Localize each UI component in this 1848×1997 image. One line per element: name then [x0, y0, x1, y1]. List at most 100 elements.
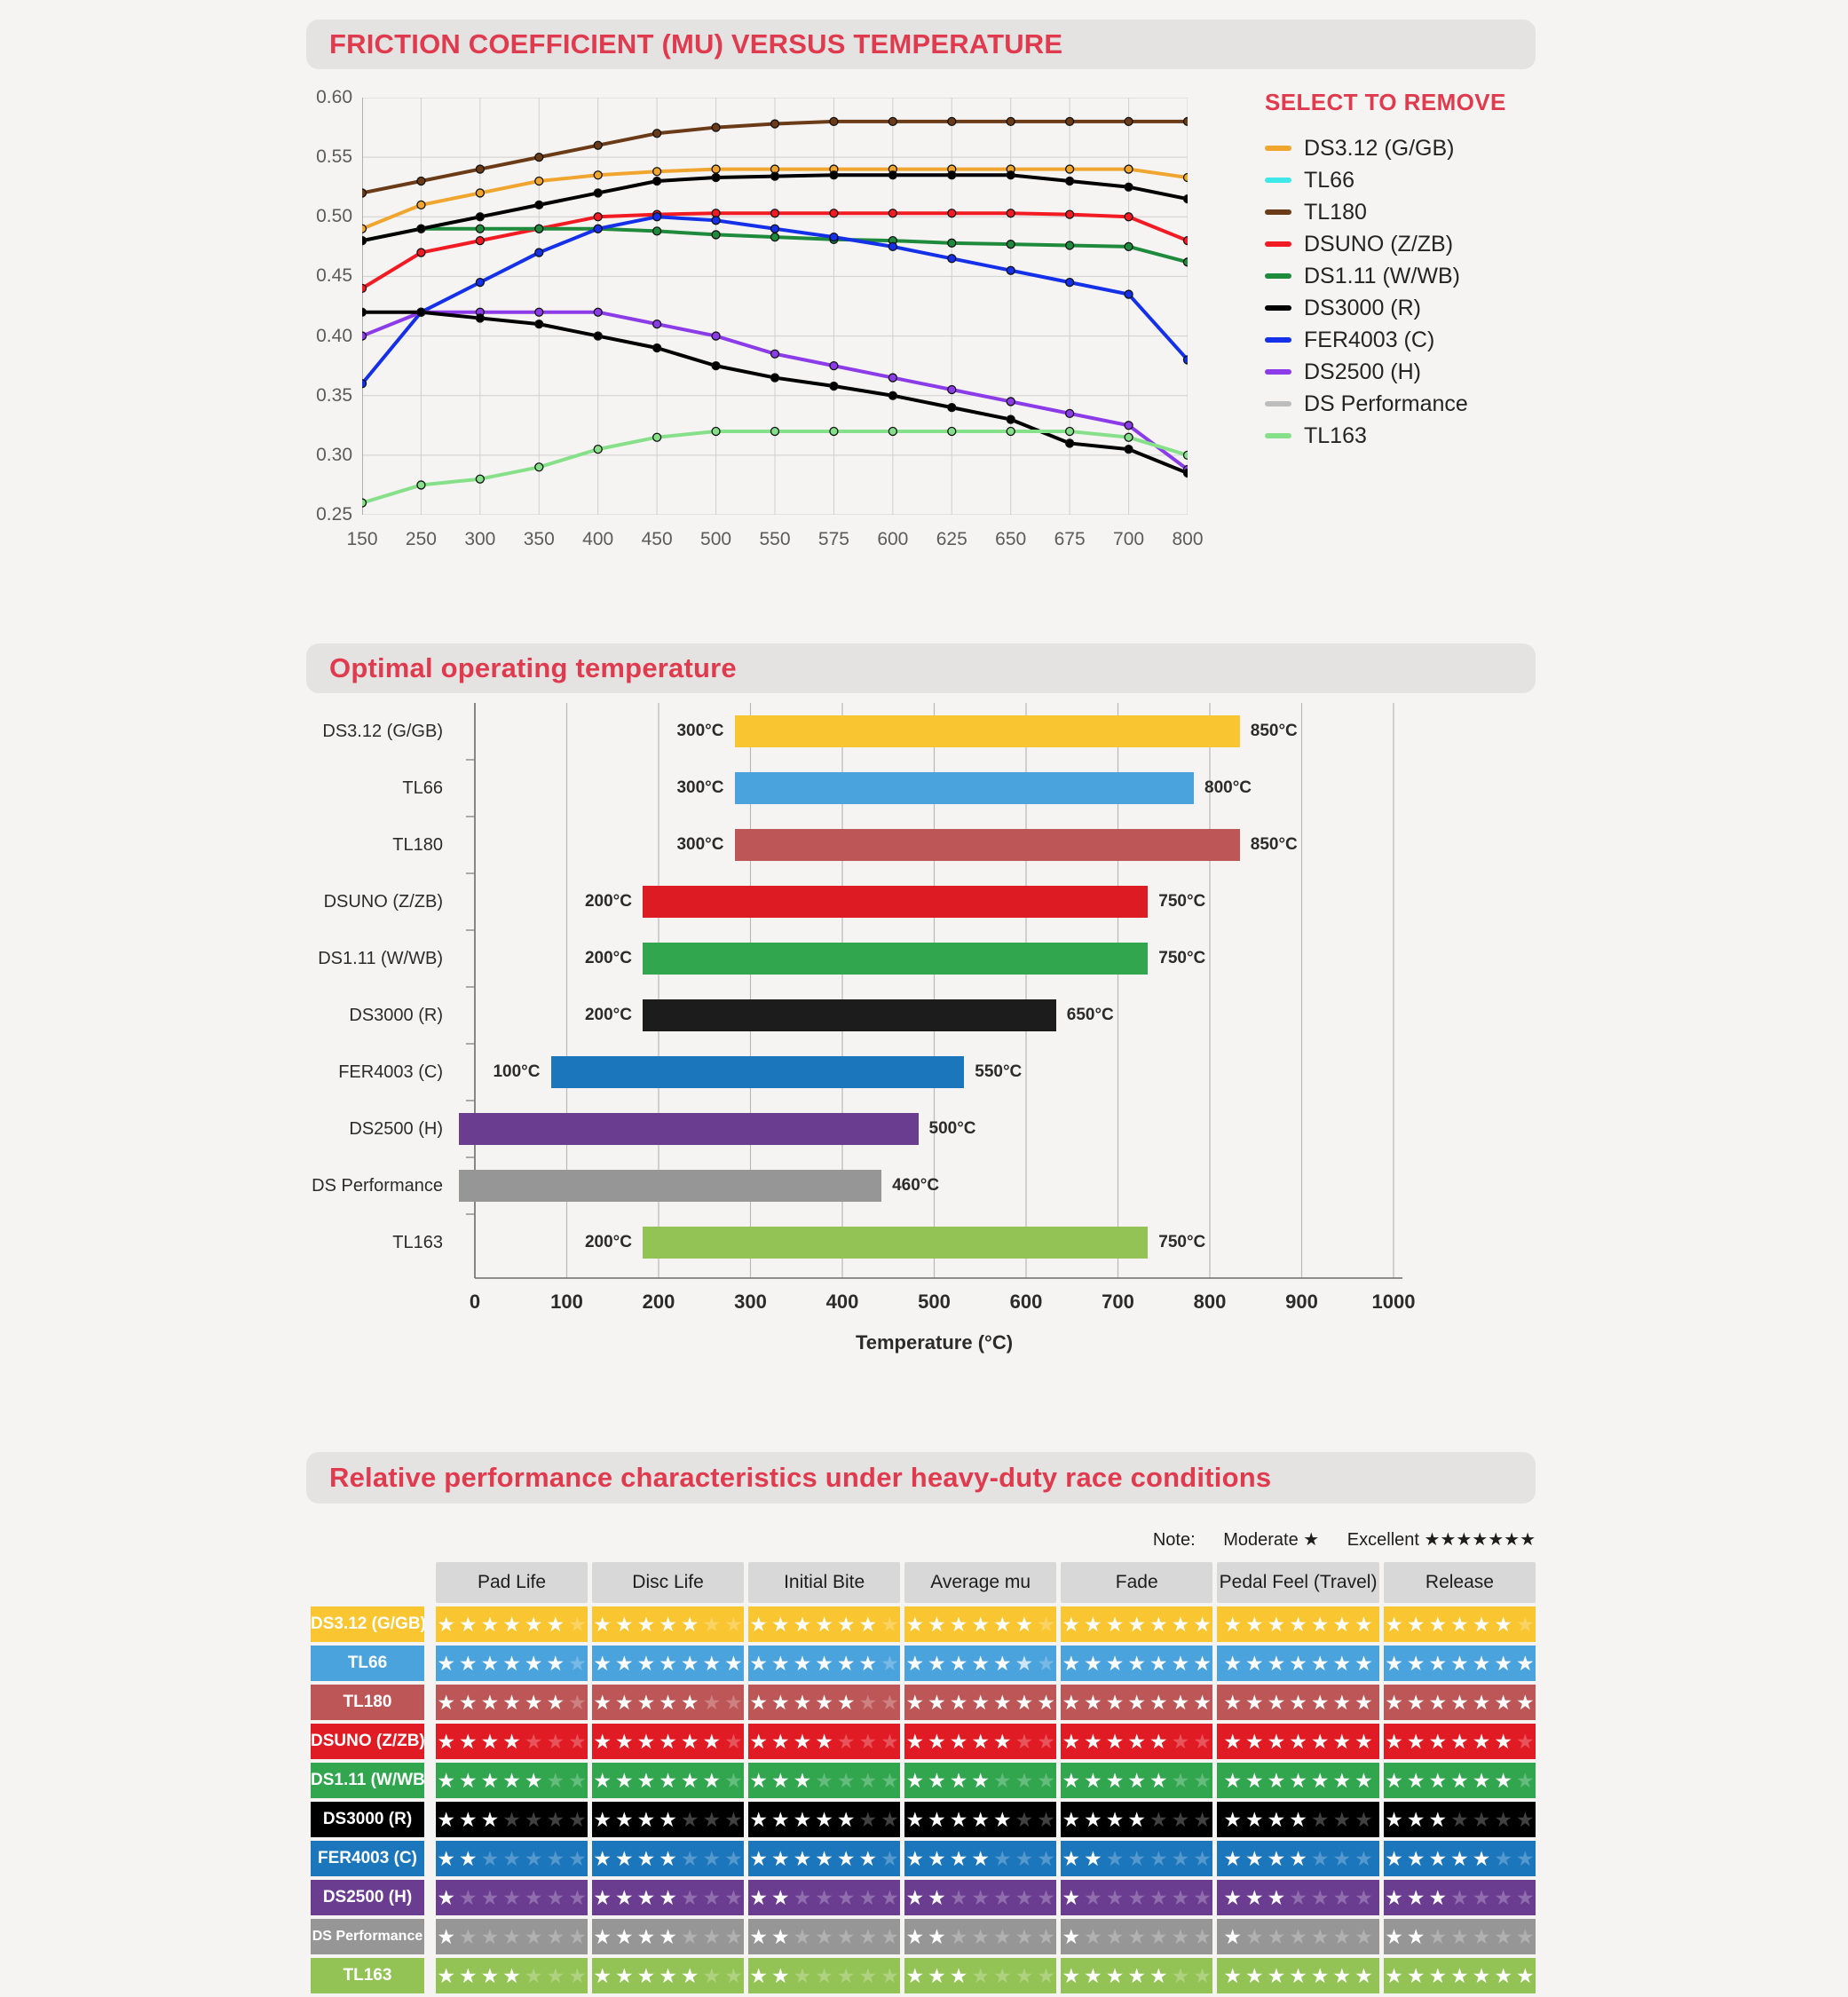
star-rating-cell: ★ ★ ★ ★ ★ ★ ★: [1061, 1724, 1213, 1759]
star-icon: ★: [437, 1729, 455, 1753]
temperature-range-bar[interactable]: [643, 999, 1056, 1031]
star-icon: ★: [1289, 1651, 1307, 1675]
star-icon: ★: [1223, 1963, 1242, 1987]
star-icon: ★: [1127, 1612, 1147, 1636]
star-icon: ★: [1245, 1768, 1264, 1792]
star-icon: ★: [1223, 1924, 1242, 1948]
bar-row: TL180 300°C 850°C: [306, 817, 1536, 873]
bar-start-value: 300°C: [676, 778, 724, 797]
temperature-range-bar[interactable]: [643, 886, 1149, 918]
star-icon: ★: [771, 1924, 790, 1948]
bar-chart-x-ticks: 0 100 200 300 400 500 600 700 800 900 1000: [306, 1291, 1536, 1317]
star-icon: ★: [1105, 1768, 1125, 1792]
star-rating-cell: ★ ★ ★ ★ ★ ★ ★: [748, 1646, 901, 1681]
temperature-range-bar[interactable]: [643, 943, 1149, 975]
star-rating-cell: ★ ★ ★ ★ ★ ★ ★: [904, 1841, 1057, 1876]
note-excellent: Excellent ★★★★★★★: [1347, 1530, 1536, 1550]
star-icon: ★: [502, 1807, 521, 1831]
star-icon: ★: [1450, 1729, 1469, 1753]
star-icon: ★: [836, 1885, 856, 1909]
star-icon: ★: [1105, 1690, 1125, 1714]
legend-item-tl180[interactable]: TL180: [1265, 196, 1558, 228]
star-icon: ★: [659, 1924, 677, 1948]
star-icon: ★: [1332, 1768, 1352, 1792]
star-rating-cell: ★ ★ ★ ★ ★ ★ ★: [436, 1724, 588, 1759]
temperature-range-bar[interactable]: [643, 1227, 1149, 1259]
legend-item-list[interactable]: DS3.12 (G/GB) TL66 TL180 DSUNO (Z/ZB) DS1.11…: [1265, 132, 1558, 452]
star-icon: ★: [815, 1612, 833, 1636]
legend-item-ds2500-h[interactable]: DS2500 (H): [1265, 356, 1558, 388]
temperature-range-bar[interactable]: [459, 1113, 919, 1145]
star-rating-cell: ★ ★ ★ ★ ★ ★ ★: [904, 1763, 1057, 1798]
temperature-range-bar[interactable]: [550, 1056, 965, 1088]
star-icon: ★: [836, 1651, 856, 1675]
table-row: FER4003 (C) ★ ★ ★ ★ ★ ★ ★ ★ ★ ★ ★ ★ ★ ★ ★ ★ ★ ★ ★ ★ ★ ★ ★ ★ ★ ★ ★ ★ ★…: [311, 1841, 1536, 1876]
star-icon: ★: [680, 1807, 699, 1831]
legend-item-tl163[interactable]: TL163: [1265, 420, 1558, 452]
y-tick-label: 0.25: [316, 504, 352, 525]
legend-item-fer4003-c[interactable]: FER4003 (C): [1265, 324, 1558, 356]
star-icon: ★: [1105, 1885, 1125, 1909]
star-icon: ★: [458, 1885, 478, 1909]
star-icon: ★: [771, 1807, 790, 1831]
legend-color-swatch-icon: [1265, 369, 1291, 375]
temperature-range-bar[interactable]: [734, 715, 1240, 747]
star-icon: ★: [1310, 1690, 1330, 1714]
star-icon: ★: [1267, 1924, 1286, 1948]
star-rating-cell: ★ ★ ★ ★ ★ ★ ★: [904, 1802, 1057, 1837]
star-icon: ★: [1406, 1690, 1425, 1714]
legend-item-label: DS3.12 (G/GB): [1304, 135, 1455, 161]
legend-item-ds3000-r[interactable]: DS3000 (R): [1265, 292, 1558, 324]
star-icon: ★: [1310, 1846, 1330, 1870]
star-icon: ★: [593, 1885, 612, 1909]
legend-item-ds-performance[interactable]: DS Performance: [1265, 388, 1558, 420]
table-row-label: DS1.11 (W/WB): [311, 1763, 424, 1798]
star-icon: ★: [724, 1924, 743, 1948]
legend-item-tl66[interactable]: TL66: [1265, 164, 1558, 196]
star-icon: ★: [568, 1846, 587, 1870]
star-icon: ★: [815, 1690, 833, 1714]
star-icon: ★: [1105, 1807, 1125, 1831]
star-icon: ★: [1084, 1963, 1102, 1987]
star-icon: ★: [1062, 1924, 1081, 1948]
star-icon: ★: [680, 1612, 699, 1636]
star-icon: ★: [502, 1690, 521, 1714]
legend-item-ds1-11-w-wb[interactable]: DS1.11 (W/WB): [1265, 260, 1558, 292]
star-rating-cell: ★ ★ ★ ★ ★ ★ ★: [436, 1763, 588, 1798]
star-rating-cell: ★ ★ ★ ★ ★ ★ ★: [1061, 1763, 1213, 1798]
star-icon: ★: [480, 1924, 500, 1948]
star-icon: ★: [724, 1885, 743, 1909]
table-row-label: TL180: [311, 1685, 424, 1720]
temperature-range-bar[interactable]: [734, 829, 1240, 861]
x-tick-label: 250: [405, 529, 437, 549]
legend-item-dsuno-z-zb[interactable]: DSUNO (Z/ZB): [1265, 228, 1558, 260]
star-icon: ★: [793, 1807, 812, 1831]
table-column-header: Average mu: [904, 1562, 1057, 1603]
star-icon: ★: [1223, 1729, 1242, 1753]
star-icon: ★: [971, 1846, 990, 1870]
temperature-range-bar[interactable]: [459, 1170, 882, 1202]
table-row: DS Performance ★ ★ ★ ★ ★ ★ ★ ★ ★ ★ ★ ★ ★ ★ ★ ★ ★ ★ ★ ★ ★ ★ ★ ★ ★ ★…: [311, 1919, 1536, 1954]
star-icon: ★: [1245, 1885, 1264, 1909]
star-icon: ★: [971, 1885, 990, 1909]
series-legend[interactable]: SELECT TO REMOVE DS3.12 (G/GB) TL66 TL180 D…: [1265, 89, 1558, 452]
star-icon: ★: [928, 1612, 946, 1636]
bar-end-value: 800°C: [1204, 778, 1252, 797]
table-row-label: FER4003 (C): [311, 1841, 424, 1876]
star-icon: ★: [815, 1651, 833, 1675]
temperature-range-bar[interactable]: [734, 772, 1194, 804]
bar-start-value: 200°C: [584, 892, 632, 911]
star-icon: ★: [1037, 1612, 1055, 1636]
bar-category-label: DS1.11 (W/WB): [318, 948, 443, 968]
table-note: Note: Moderate ★ Excellent ★★★★★★★: [306, 1528, 1536, 1551]
star-rating-cell: ★ ★ ★ ★ ★ ★ ★: [1061, 1880, 1213, 1915]
legend-item-ds3-12-g-gb[interactable]: DS3.12 (G/GB): [1265, 132, 1558, 164]
star-icon: ★: [615, 1963, 634, 1987]
star-icon: ★: [858, 1807, 878, 1831]
bar-x-tick-label: 300: [734, 1291, 767, 1313]
star-icon: ★: [1149, 1885, 1168, 1909]
x-tick-label: 550: [759, 529, 791, 549]
star-icon: ★: [1084, 1768, 1102, 1792]
bar-category-label: DS2500 (H): [349, 1118, 443, 1139]
star-icon: ★: [702, 1846, 722, 1870]
